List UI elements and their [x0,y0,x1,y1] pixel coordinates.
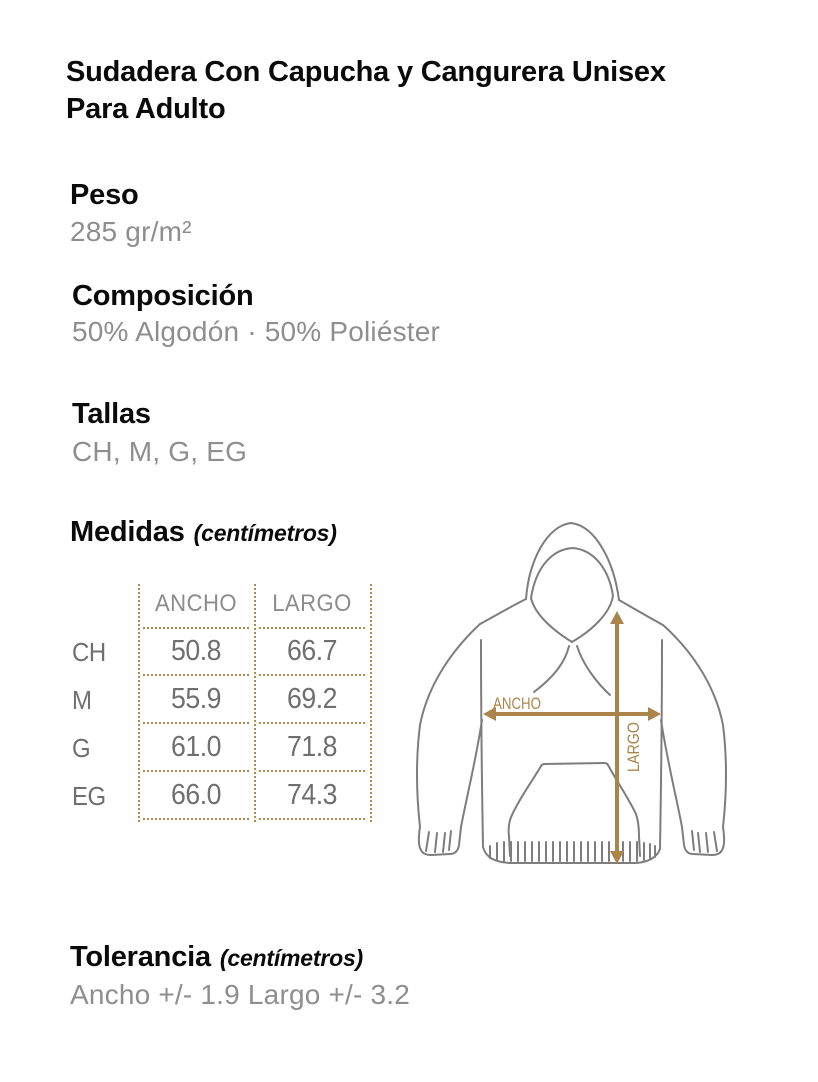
largo-dimension-label: LARGO [624,722,643,772]
table-hline [259,674,365,676]
table-vline-right [370,584,372,822]
tolerancia-heading: Tolerancia (centímetros) [70,942,363,973]
table-cell-largo: 69.2 [286,683,338,715]
table-hline [143,770,249,772]
composicion-value: 50% Algodón · 50% Poliéster [72,316,441,347]
table-hline [143,627,249,629]
medidas-unit-note: (centímetros) [193,520,337,546]
medidas-heading: Medidas (centímetros) [70,517,337,548]
tolerancia-unit-note: (centímetros) [219,945,363,971]
peso-value: 285 gr/m² [70,216,192,247]
table-row-label: M [72,685,92,715]
table-cell-largo: 71.8 [286,731,338,763]
table-hline [143,818,249,820]
arrowhead-left [483,707,496,721]
table-cell-largo: 74.3 [286,779,338,811]
table-hline [259,770,365,772]
hoodie-outline-drawing [415,522,728,864]
dimension-arrows: ANCHO LARGO [483,611,661,864]
composicion-heading: Composición [72,280,254,312]
table-vline-mid [254,584,256,822]
table-hline [143,674,249,676]
table-hline [259,627,365,629]
tallas-heading: Tallas [72,398,151,430]
medidas-heading-text: Medidas [70,516,185,548]
product-title: Sudadera Con Capucha y Cangurera Unisex … [66,56,666,125]
table-col-header-ancho: ANCHO [154,590,238,617]
table-cell-largo: 66.7 [286,635,338,667]
table-cell-ancho: 61.0 [170,731,222,763]
table-row-label: G [72,733,91,763]
table-cell-ancho: 50.8 [170,635,222,667]
ancho-dimension-label: ANCHO [493,694,541,713]
arrowhead-right [648,707,661,721]
table-cell-ancho: 66.0 [170,779,222,811]
table-hline [143,722,249,724]
table-vline-left [138,584,140,822]
table-col-header-largo: LARGO [272,590,352,617]
arrowhead-down [610,851,624,864]
peso-heading: Peso [70,179,139,211]
hoodie-measurement-diagram: ANCHO LARGO [415,522,728,864]
tolerancia-value: Ancho +/- 1.9 Largo +/- 3.2 [70,979,411,1010]
tallas-value: CH, M, G, EG [72,436,248,467]
table-row-label: EG [72,781,106,811]
table-hline [259,818,365,820]
arrowhead-up [610,611,624,624]
tolerancia-heading-text: Tolerancia [70,941,211,973]
table-row-label: CH [72,637,106,667]
table-cell-ancho: 55.9 [170,683,222,715]
table-hline [259,722,365,724]
